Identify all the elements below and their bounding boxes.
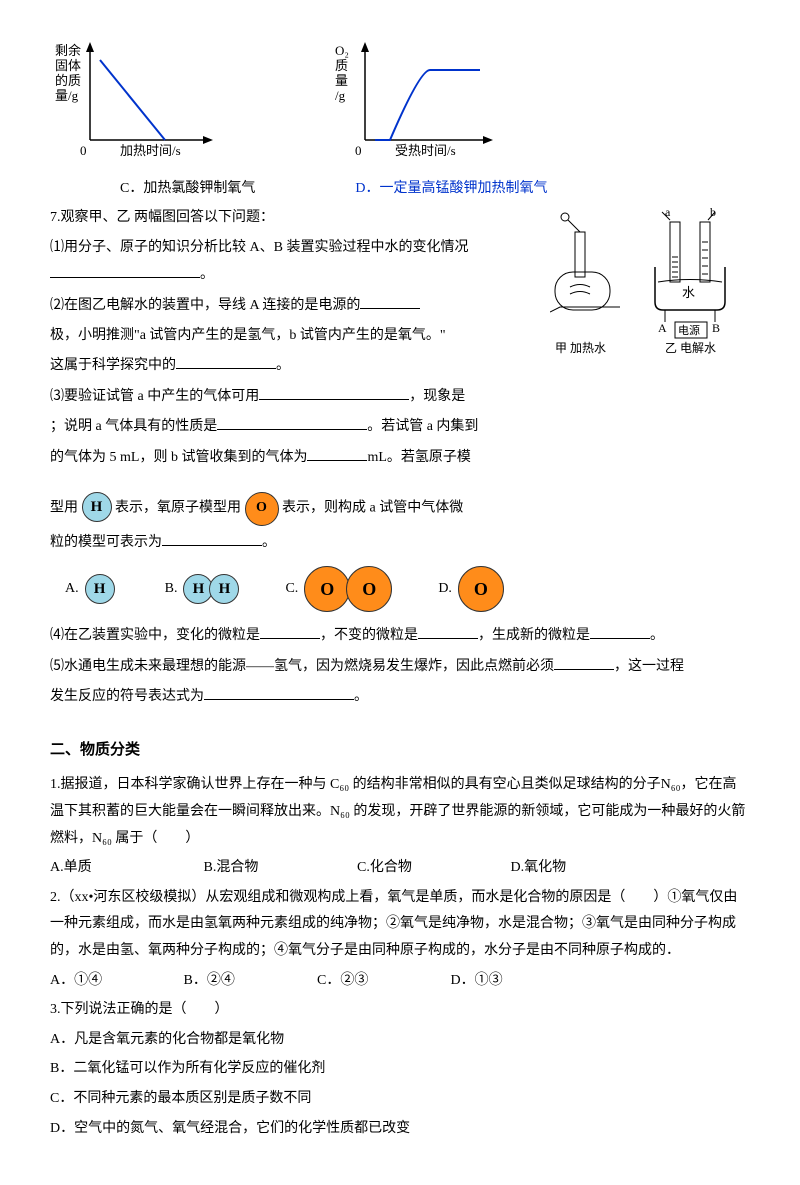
svg-text:0: 0 [80, 143, 87, 158]
s2q2: 2.（xx•河东区校级模拟）从宏观组成和微观构成上看，氧气是单质，而水是化合物的… [50, 885, 750, 965]
section-2-title: 二、物质分类 [50, 736, 750, 765]
opt[interactable]: B．②④ [184, 968, 314, 995]
blank[interactable] [360, 292, 420, 309]
q7-4: ⑷在乙装置实验中，变化的微粒是，不变的微粒是，生成新的微粒是。 [50, 622, 750, 650]
t: 粒的模型可表示为 [50, 535, 162, 550]
t: ，不变的微粒是 [320, 628, 418, 643]
hh-icon: HH [183, 574, 235, 604]
svg-text:/g: /g [335, 88, 346, 103]
blank[interactable] [217, 413, 367, 430]
chart-1: 剩余 固体 的质 量/g 0 加热时间/s [50, 40, 220, 171]
svg-text:质: 质 [335, 58, 348, 73]
s2q3: 3.下列说法正确的是（ ） [50, 997, 750, 1024]
svg-text:量/g: 量/g [55, 88, 79, 103]
blank[interactable] [176, 352, 276, 369]
h-atom-icon: H [82, 492, 112, 522]
q7-3b: ；说明 a 气体具有的性质是 。若试管 a 内集到 [50, 413, 750, 441]
blank[interactable] [204, 683, 354, 700]
options-cd: C．加热氯酸钾制氧气 D．一定量高锰酸钾加热制氧气 [120, 176, 750, 203]
t: ；说明 a 气体具有的性质是 [50, 419, 217, 434]
label: A. [65, 576, 79, 603]
blank[interactable] [260, 622, 320, 639]
answer-options: A.H B.HH C.OO D.O [65, 566, 750, 612]
o-atom-icon: O [245, 492, 279, 526]
svg-text:电源: 电源 [678, 323, 700, 337]
t: 这属于科学探究中的 [50, 358, 176, 373]
q7-5b: 发生反应的符号表达式为。 [50, 683, 750, 711]
q7-model: 型用 H 表示，氧原子模型用 O 表示，则构成 a 试管中气体微 [50, 492, 750, 526]
opt-a[interactable]: A.H [65, 574, 115, 604]
svg-text:加热时间/s: 加热时间/s [120, 143, 181, 158]
opt-c: C．加热氯酸钾制氧气 [120, 176, 255, 203]
t: 型用 [50, 500, 78, 515]
t: ，现象是 [409, 389, 465, 404]
t: ，生成新的微粒是 [478, 628, 590, 643]
label: C. [285, 576, 298, 603]
blank[interactable] [307, 444, 367, 461]
t: 。若试管 a 内集到 [367, 419, 478, 434]
s2q3C[interactable]: C．不同种元素的最本质区别是质子数不同 [50, 1086, 750, 1113]
t: ⑵在图乙电解水的装置中，导线 A 连接的是电源的 [50, 298, 360, 313]
opt-c[interactable]: C.OO [285, 566, 388, 612]
svg-text:O₂: O₂ [335, 43, 349, 58]
q7-3c: 的气体为 5 mL，则 b 试管收集到的气体为 mL。若氢原子模 [50, 444, 750, 472]
svg-text:乙 电解水: 乙 电解水 [665, 341, 716, 355]
chart-2: O₂ 质 量 /g 0 受热时间/s [330, 40, 500, 171]
s2q1: 1.据报道，日本科学家确认世界上存在一种与 C₆₀ 的结构非常相似的具有空心且类… [50, 772, 750, 852]
q7-model-2: 粒的模型可表示为。 [50, 529, 750, 557]
svg-text:的质: 的质 [55, 73, 81, 88]
label: B. [165, 576, 178, 603]
blank[interactable] [590, 622, 650, 639]
blank[interactable] [554, 653, 614, 670]
q7-3: ⑶要验证试管 a 中产生的气体可用 ，现象是 [50, 383, 750, 411]
opt-d[interactable]: D.O [438, 566, 504, 612]
opt[interactable]: A.单质 [50, 855, 200, 882]
s2q3B[interactable]: B．二氧化锰可以作为所有化学反应的催化剂 [50, 1056, 750, 1083]
svg-text:0: 0 [355, 143, 362, 158]
t: ⑸水通电生成未来最理想的能源——氢气，因为燃烧易发生爆炸，因此点燃前必须 [50, 659, 554, 674]
label: D. [438, 576, 452, 603]
svg-text:B: B [712, 321, 720, 335]
svg-text:固体: 固体 [55, 58, 81, 73]
o-icon: O [458, 566, 504, 612]
s2q2-opts: A．①④ B．②④ C．②③ D．①③ [50, 968, 750, 995]
t: ，这一过程 [614, 659, 684, 674]
t: 表示，则构成 a 试管中气体微 [282, 500, 463, 515]
blank[interactable] [162, 529, 262, 546]
t: 表示，氧原子模型用 [115, 500, 241, 515]
opt[interactable]: B.混合物 [204, 855, 354, 882]
t: 的气体为 5 mL，则 b 试管收集到的气体为 [50, 450, 307, 465]
oo-icon: OO [304, 566, 388, 612]
opt[interactable]: D．①③ [451, 968, 581, 995]
svg-text:a: a [665, 205, 671, 219]
opt-d: D．一定量高锰酸钾加热制氧气 [355, 176, 547, 203]
svg-text:A: A [658, 321, 667, 335]
opt[interactable]: C．②③ [317, 968, 447, 995]
q7-1-text: ⑴用分子、原子的知识分析比较 A、B 装置实验过程中水的变化情况 [50, 240, 468, 255]
t: ⑶要验证试管 a 中产生的气体可用 [50, 389, 259, 404]
svg-text:受热时间/s: 受热时间/s [395, 143, 456, 158]
s2q3A[interactable]: A．凡是含氧元素的化合物都是氧化物 [50, 1027, 750, 1054]
svg-text:甲 加热水: 甲 加热水 [555, 341, 606, 355]
svg-text:量: 量 [335, 73, 348, 88]
opt[interactable]: C.化合物 [357, 855, 507, 882]
blank[interactable] [50, 261, 200, 278]
h-icon: H [85, 574, 115, 604]
apparatus-diagram: ab 水 AB 电源 甲 加热水 乙 电解水 [550, 202, 750, 368]
s2q1-opts: A.单质 B.混合物 C.化合物 D.氧化物 [50, 855, 750, 882]
opt[interactable]: D.氧化物 [511, 855, 661, 882]
svg-text:水: 水 [682, 285, 695, 300]
svg-text:剩余: 剩余 [55, 43, 81, 58]
blank[interactable] [259, 383, 409, 400]
t: ⑷在乙装置实验中，变化的微粒是 [50, 628, 260, 643]
t: mL。若氢原子模 [367, 450, 470, 465]
blank[interactable] [418, 622, 478, 639]
charts-row: 剩余 固体 的质 量/g 0 加热时间/s O₂ 质 量 /g 0 受热时间/s [50, 40, 750, 171]
opt-b[interactable]: B.HH [165, 574, 236, 604]
q7-5: ⑸水通电生成未来最理想的能源——氢气，因为燃烧易发生爆炸，因此点燃前必须 ，这一过… [50, 653, 750, 681]
t: 发生反应的符号表达式为 [50, 689, 204, 704]
s2q3D[interactable]: D．空气中的氮气、氧气经混合，它们的化学性质都已改变 [50, 1116, 750, 1143]
opt[interactable]: A．①④ [50, 968, 180, 995]
